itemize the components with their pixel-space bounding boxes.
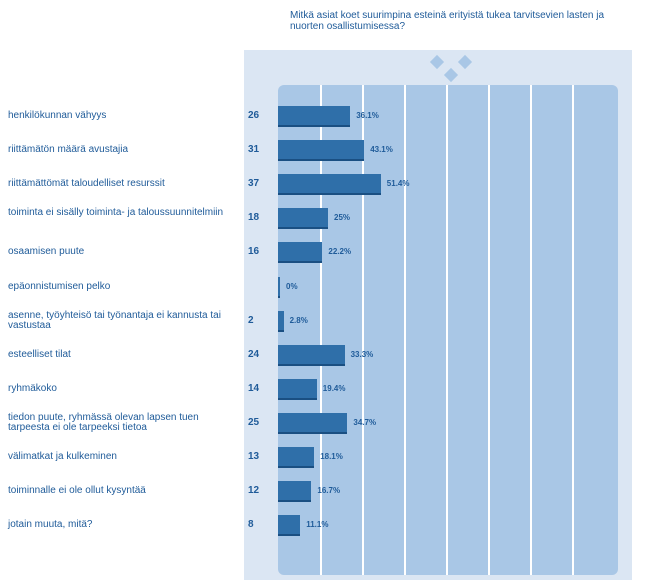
data-bar (278, 242, 323, 264)
category-label: osaamisen puute (8, 246, 85, 258)
data-bar (278, 447, 315, 468)
data-bar (278, 276, 280, 298)
value-label: 43.1% (370, 145, 393, 155)
data-bar (278, 140, 365, 162)
response-count: 2 (248, 314, 254, 326)
category-label: ryhmäkoko (8, 382, 57, 394)
category-label: riittämättömät taloudelliset resurssit (8, 178, 165, 190)
data-bar (278, 310, 284, 332)
response-count: 18 (248, 212, 260, 224)
gridline (488, 85, 490, 575)
value-label: 16.7% (317, 486, 341, 496)
response-count: 12 (248, 485, 260, 497)
response-count: 31 (248, 144, 260, 156)
gridline (404, 85, 406, 575)
value-label: 18.1% (320, 452, 343, 461)
gridline (530, 85, 532, 575)
data-bar (278, 106, 351, 127)
response-count: 24 (248, 348, 260, 360)
data-bar (278, 378, 317, 400)
value-label: 0% (286, 281, 298, 291)
gridline (446, 85, 448, 575)
data-bar (278, 481, 312, 503)
value-label: 25% (334, 213, 351, 223)
response-count: 13 (248, 451, 260, 462)
value-label: 19.4% (322, 383, 346, 393)
response-count: 14 (248, 382, 260, 394)
chart-title: Mitkä asiat koet suurimpina esteinä erit… (290, 10, 605, 32)
value-label: 36.1% (356, 111, 379, 120)
value-label: 2.8% (289, 315, 308, 325)
plot-area (278, 85, 618, 575)
gridline (362, 85, 364, 575)
data-bar (278, 174, 381, 196)
data-bar (278, 344, 345, 366)
data-bar (278, 515, 301, 537)
value-label: 51.4% (386, 179, 410, 189)
category-label: riittämätön määrä avustajia (8, 144, 129, 156)
category-label: toiminta ei sisälly toiminta- ja talouss… (8, 207, 224, 219)
value-label: 11.1% (306, 520, 329, 530)
category-label: tiedon puute, ryhmässä olevan lapsen tue… (8, 411, 199, 433)
value-label: 22.2% (328, 247, 352, 257)
category-label: henkilökunnan vähyys (8, 110, 107, 121)
category-label: epäonnistumisen pelko (8, 280, 111, 292)
response-count: 8 (248, 519, 254, 531)
value-label: 34.7% (353, 417, 377, 427)
category-label: esteelliset tilat (8, 348, 71, 360)
response-count: 25 (248, 416, 260, 428)
category-label: toiminnalle ei ole ollut kysyntää (8, 485, 146, 497)
gridline (572, 85, 574, 575)
data-bar (278, 412, 348, 434)
response-count: 16 (248, 246, 260, 258)
data-bar (278, 208, 328, 230)
value-label: 33.3% (350, 349, 374, 359)
category-label: jotain muuta, mitä? (8, 519, 93, 531)
gridline (320, 85, 322, 575)
category-label: välimatkat ja kulkeminen (8, 451, 117, 462)
response-count: 26 (248, 110, 260, 121)
category-label: asenne, työyhteisö tai työnantaja ei kan… (8, 309, 221, 331)
response-count: 37 (248, 178, 260, 190)
